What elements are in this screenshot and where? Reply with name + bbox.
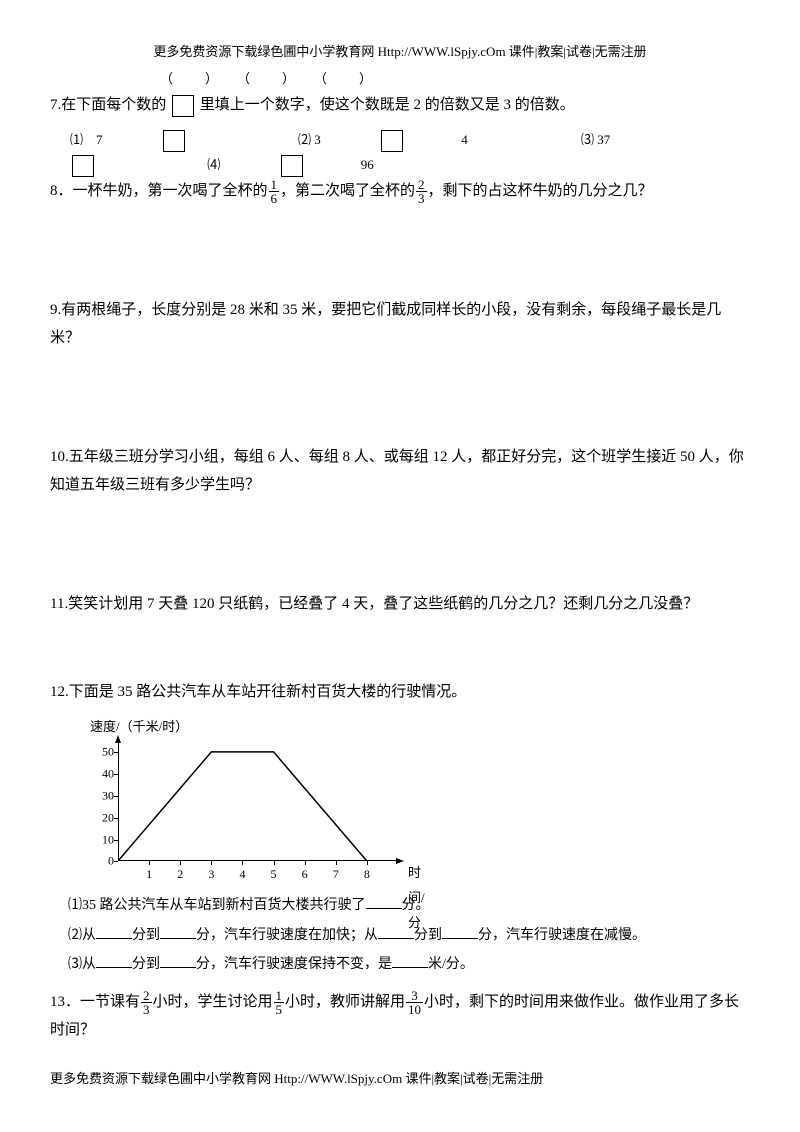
- q9: 9.有两根绳子，长度分别是 28 米和 35 米，要把它们截成同样长的小段，没有…: [50, 296, 750, 353]
- chart: 速度/（千米/时） 01020304050 时间/分 12345678: [90, 715, 750, 882]
- y-tick-label: 30: [90, 785, 114, 808]
- t: 分，汽车行驶速度在加快；从: [196, 928, 378, 943]
- q13-a: 13．一节课有: [50, 994, 140, 1010]
- q7-i4-b: 96: [361, 157, 374, 172]
- y-tick-label: 20: [90, 806, 114, 829]
- x-tick-label: 4: [239, 863, 245, 886]
- q7-i2-a: ⑵ 3: [298, 132, 321, 147]
- q7-text-b: 里填上一个数字，使这个数既是 2 的倍数又是 3 的倍数。: [200, 97, 575, 113]
- q12-title: 12.下面是 35 路公共汽车从车站开往新村百货大楼的行驶情况。: [50, 678, 750, 707]
- footer-link: 更多免费资源下载绿色圃中小学教育网 Http://WWW.lSpjy.cOm 课…: [50, 1067, 543, 1092]
- blank[interactable]: [160, 954, 196, 968]
- t: ⑶从: [68, 957, 96, 972]
- frac-n: 1: [269, 178, 280, 192]
- blank-box[interactable]: [72, 155, 94, 177]
- t: 分，汽车行驶速度保持不变，是: [196, 957, 392, 972]
- t: 分到: [132, 957, 160, 972]
- chart-ylabel: 速度/（千米/时）: [90, 715, 750, 740]
- y-tick-mark: [114, 796, 118, 797]
- q7-items: ⑴ 7 ⑵ 3 4 ⑶ 37 ⑷ 96: [70, 128, 750, 177]
- y-tick-mark: [114, 840, 118, 841]
- blank[interactable]: [96, 925, 132, 939]
- x-tick-label: 5: [271, 863, 277, 886]
- x-tick-label: 7: [333, 863, 339, 886]
- blank-box[interactable]: [172, 95, 194, 117]
- frac-n: 2: [141, 989, 152, 1003]
- chart-area: 01020304050: [118, 741, 398, 861]
- x-tick-label: 2: [177, 863, 183, 886]
- q8-c: ，剩下的占这杯牛奶的几分之几？: [428, 183, 653, 199]
- q7-i2-b: 4: [461, 132, 468, 147]
- blank[interactable]: [392, 954, 428, 968]
- blank-box[interactable]: [163, 130, 185, 152]
- q7-i2: ⑵ 3 4: [298, 132, 523, 147]
- q8-b: ，第二次喝了全杯的: [280, 183, 415, 199]
- blank-box[interactable]: [381, 130, 403, 152]
- y-tick-mark: [114, 774, 118, 775]
- t: 分，汽车行驶速度在减慢。: [478, 928, 646, 943]
- q8: 8．一杯牛奶，第一次喝了全杯的16，第二次喝了全杯的23，剩下的占这杯牛奶的几分…: [50, 177, 750, 206]
- blank[interactable]: [96, 954, 132, 968]
- x-ticks: 时间/分 12345678: [118, 861, 398, 881]
- blank[interactable]: [160, 925, 196, 939]
- q7-text-a: 7.在下面每个数的: [50, 97, 166, 113]
- x-tick-label: 3: [208, 863, 214, 886]
- frac-d: 10: [406, 1003, 423, 1016]
- fraction: 23: [416, 178, 427, 205]
- y-tick-label: 10: [90, 828, 114, 851]
- t: 分到: [132, 928, 160, 943]
- y-tick-label: 40: [90, 763, 114, 786]
- q12-sub3: ⑶从 分到 分，汽车行驶速度保持不变，是 米/分。: [68, 950, 750, 979]
- x-tick-label: 1: [146, 863, 152, 886]
- parens-row: （ ） （ ） （ ）: [160, 67, 750, 92]
- q7-i4: ⑷ 96: [207, 157, 429, 172]
- blank[interactable]: [442, 925, 478, 939]
- fraction: 16: [269, 178, 280, 205]
- t: ⑵从: [68, 928, 96, 943]
- fraction: 310: [406, 989, 423, 1016]
- x-tick-label: 8: [364, 863, 370, 886]
- frac-d: 3: [141, 1003, 152, 1016]
- frac-n: 1: [274, 989, 285, 1003]
- y-tick-mark: [114, 818, 118, 819]
- frac-d: 3: [416, 192, 427, 205]
- y-tick-mark: [114, 752, 118, 753]
- q7-i1: ⑴ 7: [70, 132, 240, 147]
- chart-line: [118, 741, 398, 861]
- t: 米/分。: [428, 957, 474, 972]
- q7-i4-a: ⑷: [207, 157, 220, 172]
- y-tick-label: 50: [90, 741, 114, 764]
- x-tick-label: 6: [302, 863, 308, 886]
- q7-i1-a: ⑴ 7: [70, 132, 103, 147]
- header-link: 更多免费资源下载绿色圃中小学教育网 Http://WWW.lSpjy.cOm 课…: [50, 40, 750, 65]
- fraction: 15: [274, 989, 285, 1016]
- q13-b: 小时，学生讨论用: [153, 994, 273, 1010]
- q7: 7.在下面每个数的 里填上一个数字，使这个数既是 2 的倍数又是 3 的倍数。: [50, 91, 750, 120]
- frac-n: 3: [406, 989, 423, 1003]
- blank-box[interactable]: [281, 155, 303, 177]
- q8-a: 8．一杯牛奶，第一次喝了全杯的: [50, 183, 268, 199]
- chart-xlabel: 时间/分: [408, 861, 425, 935]
- q13-c: 小时，教师讲解用: [285, 994, 405, 1010]
- y-tick-label: 0: [90, 850, 114, 873]
- frac-d: 6: [269, 192, 280, 205]
- q7-i3-a: ⑶ 37: [581, 132, 610, 147]
- q10: 10.五年级三班分学习小组，每组 6 人、每组 8 人、或每组 12 人，都正好…: [50, 443, 750, 500]
- frac-n: 2: [416, 178, 427, 192]
- t: ⑴35 路公共汽车从车站到新村百货大楼共行驶了: [68, 898, 366, 913]
- fraction: 23: [141, 989, 152, 1016]
- frac-d: 5: [274, 1003, 285, 1016]
- q13: 13．一节课有23小时，学生讨论用15小时，教师讲解用310小时，剩下的时间用来…: [50, 988, 750, 1045]
- blank[interactable]: [366, 895, 402, 909]
- q11: 11.笑笑计划用 7 天叠 120 只纸鹤，已经叠了 4 天，叠了这些纸鹤的几分…: [50, 590, 750, 619]
